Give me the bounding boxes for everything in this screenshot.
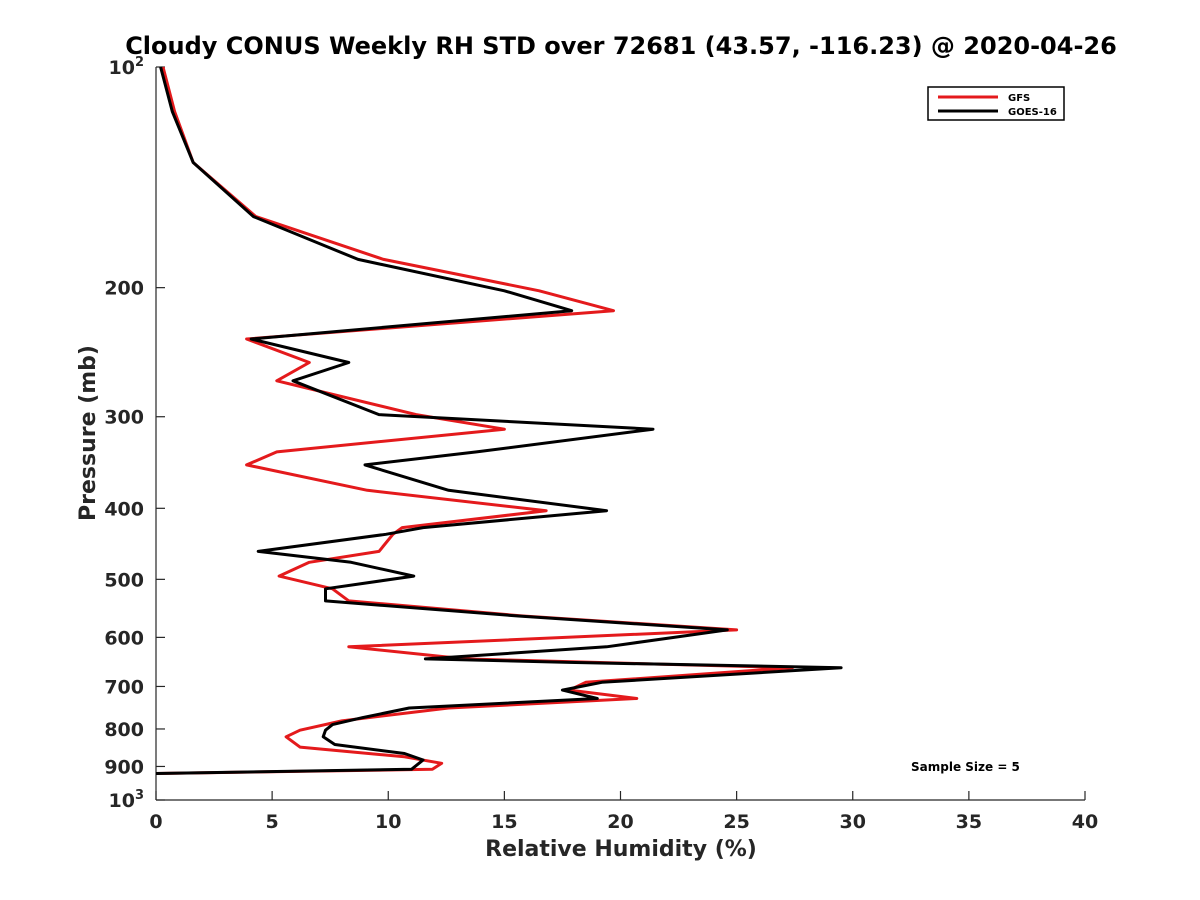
x-tick-label: 5 xyxy=(266,811,279,833)
y-tick-label: 600 xyxy=(104,627,144,649)
y-tick-label: 500 xyxy=(104,569,144,591)
y-tick-label: 800 xyxy=(104,719,144,741)
y-tick-label: 200 xyxy=(104,278,144,300)
sample-size-note: Sample Size = 5 xyxy=(911,760,1020,774)
legend-entry-label: GFS xyxy=(1008,93,1030,104)
legend-entry-label: GOES-16 xyxy=(1008,107,1057,118)
legend-box xyxy=(927,86,1065,121)
series-line-goes-16 xyxy=(155,66,843,775)
series-line-gfs xyxy=(155,66,794,775)
x-tick-label: 10 xyxy=(375,811,401,833)
y-tick-label: 400 xyxy=(104,498,144,520)
y-tick-label: 300 xyxy=(104,407,144,429)
x-tick-label: 30 xyxy=(840,811,866,833)
y-tick-label: 102 xyxy=(109,55,145,79)
x-tick-label: 40 xyxy=(1072,811,1098,833)
x-tick-label: 15 xyxy=(491,811,517,833)
x-tick-label: 35 xyxy=(956,811,982,833)
x-axis-label: Relative Humidity (%) xyxy=(485,837,757,862)
legend: GFS GOES-16 xyxy=(927,86,1065,121)
y-axis-label: Pressure (mb) xyxy=(76,345,101,521)
x-tick-label: 20 xyxy=(607,811,633,833)
x-tick-label: 0 xyxy=(149,811,162,833)
plot-area: 0 5 10 15 20 25 30 35 40 102 200 300 400 500 600 700 800… xyxy=(104,55,1098,833)
chart-title: Cloudy CONUS Weekly RH STD over 72681 (4… xyxy=(125,32,1117,60)
x-tick-label: 25 xyxy=(723,811,749,833)
y-tick-label: 900 xyxy=(104,756,144,778)
y-tick-label: 700 xyxy=(104,676,144,698)
y-tick-label: 103 xyxy=(109,788,145,812)
